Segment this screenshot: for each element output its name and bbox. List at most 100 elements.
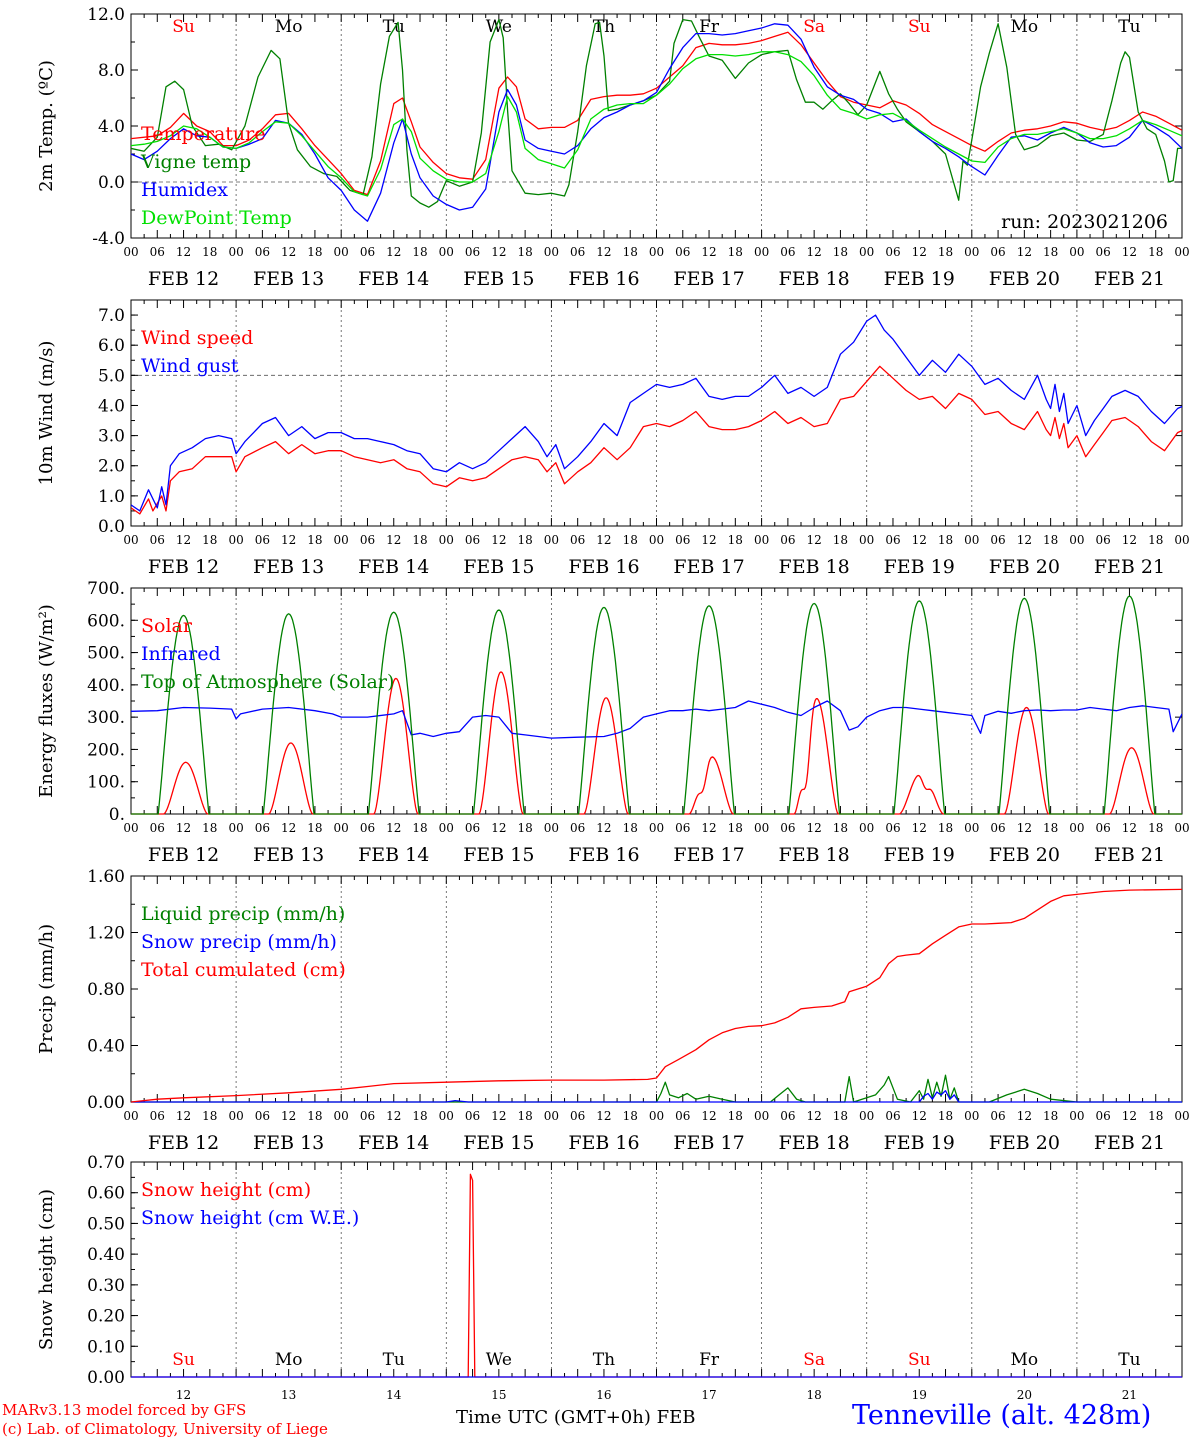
series-line-wind-speed [131,365,1182,515]
x-hour-label: 18 [938,1109,953,1123]
x-hour-label: 12 [807,533,822,547]
x-date-label: FEB 13 [253,268,324,290]
x-hour-label: 12 [281,245,296,259]
x-hour-label: 12 [281,533,296,547]
x-hour-label: 06 [1096,1109,1111,1123]
x-date-label: FEB 12 [148,268,219,290]
x-hour-label: 00 [1069,533,1084,547]
x-hour-label: 06 [150,821,165,835]
x-hour-label: 18 [412,1109,427,1123]
x-hour-label: 18 [1148,821,1163,835]
series-line-top-of-atmosphere-solar- [131,595,1182,815]
x-hour-label: 00 [228,245,243,259]
x-hour-label: 06 [570,245,585,259]
y-tick-label: 0.00 [87,1368,125,1388]
weekday-label: Su [908,17,931,37]
x-hour-label: 06 [885,1109,900,1123]
x-hour-label: 06 [150,1109,165,1123]
x-day-number: 20 [1017,1388,1032,1402]
x-day-number: 19 [912,1388,927,1402]
x-hour-label: 00 [1174,245,1189,259]
weekday-label: Th [593,17,615,37]
x-date-label: FEB 14 [358,844,429,866]
x-hour-label: 12 [1122,1109,1137,1123]
x-hour-label: 00 [123,1109,138,1123]
x-hour-label: 18 [833,245,848,259]
x-date-label: FEB 12 [148,1132,219,1154]
y-tick-label: 600. [87,611,125,631]
x-hour-label: 06 [1096,821,1111,835]
x-hour-label: 00 [1069,245,1084,259]
x-hour-label: 06 [255,533,270,547]
x-hour-label: 00 [544,1109,559,1123]
series-layer [131,18,1182,222]
legend-entry: Vigne temp [140,151,251,173]
x-hour-label: 06 [885,245,900,259]
y-axis-label: Snow height (cm) [36,1189,57,1350]
legend-entry: Humidex [141,179,228,201]
x-hour-label: 12 [596,1109,611,1123]
weekday-label: Tu [1118,1350,1140,1370]
x-date-label: FEB 17 [673,844,744,866]
y-tick-label: 700. [87,579,125,599]
x-hour-label: 06 [990,1109,1005,1123]
x-hour-label: 18 [412,821,427,835]
x-date-label: FEB 16 [568,556,639,578]
x-hour-label: 06 [465,245,480,259]
x-hour-label: 00 [439,1109,454,1123]
x-hour-label: 00 [649,533,664,547]
x-hour-label: 18 [307,245,322,259]
legend-entry: Temperature [141,123,265,145]
legend-entry: Wind gust [141,355,239,377]
x-hour-label: 00 [228,533,243,547]
x-hour-label: 06 [465,1109,480,1123]
x-hour-label: 18 [728,533,743,547]
x-hour-label: 18 [938,245,953,259]
chart-panel-4: 0.00 0.40 0.80 1.20 1.60 Precip (mm/h) 00 06 12 1… [36,867,1190,1154]
x-date-label: FEB 16 [568,268,639,290]
x-hour-label: 06 [885,821,900,835]
plot-frame [130,587,1183,815]
x-hour-label: 06 [675,533,690,547]
x-hour-label: 12 [176,533,191,547]
y-tick-label: 0.0 [98,517,125,537]
x-hour-label: 06 [360,533,375,547]
x-hour-label: 00 [859,821,874,835]
legend-entry: Liquid precip (mm/h) [141,903,345,925]
y-tick-label: 1.60 [87,867,125,887]
legend-entry: DewPoint Temp [141,207,292,229]
series-layer [131,888,1182,1103]
x-hour-label: 00 [859,245,874,259]
x-hour-label: 00 [544,533,559,547]
x-date-label: FEB 14 [358,268,429,290]
series-line-snow-height-cm- [131,1173,1182,1378]
y-tick-label: 7.0 [98,306,125,326]
x-hour-label: 06 [255,245,270,259]
legend-entry: Infrared [141,643,221,665]
x-day-number: 18 [807,1388,822,1402]
x-hour-label: 00 [544,245,559,259]
x-day-number: 15 [491,1388,506,1402]
x-hour-label: 06 [465,821,480,835]
y-tick-label: 0.00 [87,1093,125,1113]
x-hour-label: 06 [360,821,375,835]
x-date-label: FEB 16 [568,1132,639,1154]
chart-panel-3: 0. 100. 200. 300. 400. 500. 600. 700. Energy flu… [36,579,1190,866]
y-tick-label: 0.40 [87,1245,125,1265]
x-hour-label: 00 [334,533,349,547]
y-tick-label: 200. [87,740,125,760]
x-hour-label: 18 [938,533,953,547]
x-date-label: FEB 15 [463,844,534,866]
weekday-label: Mo [275,17,303,37]
x-hour-label: 06 [675,1109,690,1123]
x-hour-label: 00 [754,533,769,547]
weekday-label: We [486,1350,512,1370]
weekday-label: Tu [383,17,405,37]
x-hour-label: 18 [728,821,743,835]
x-hour-label: 18 [202,245,217,259]
x-day-number: 12 [176,1388,191,1402]
x-hour-label: 00 [123,533,138,547]
x-date-label: FEB 13 [253,1132,324,1154]
x-hour-label: 00 [859,533,874,547]
